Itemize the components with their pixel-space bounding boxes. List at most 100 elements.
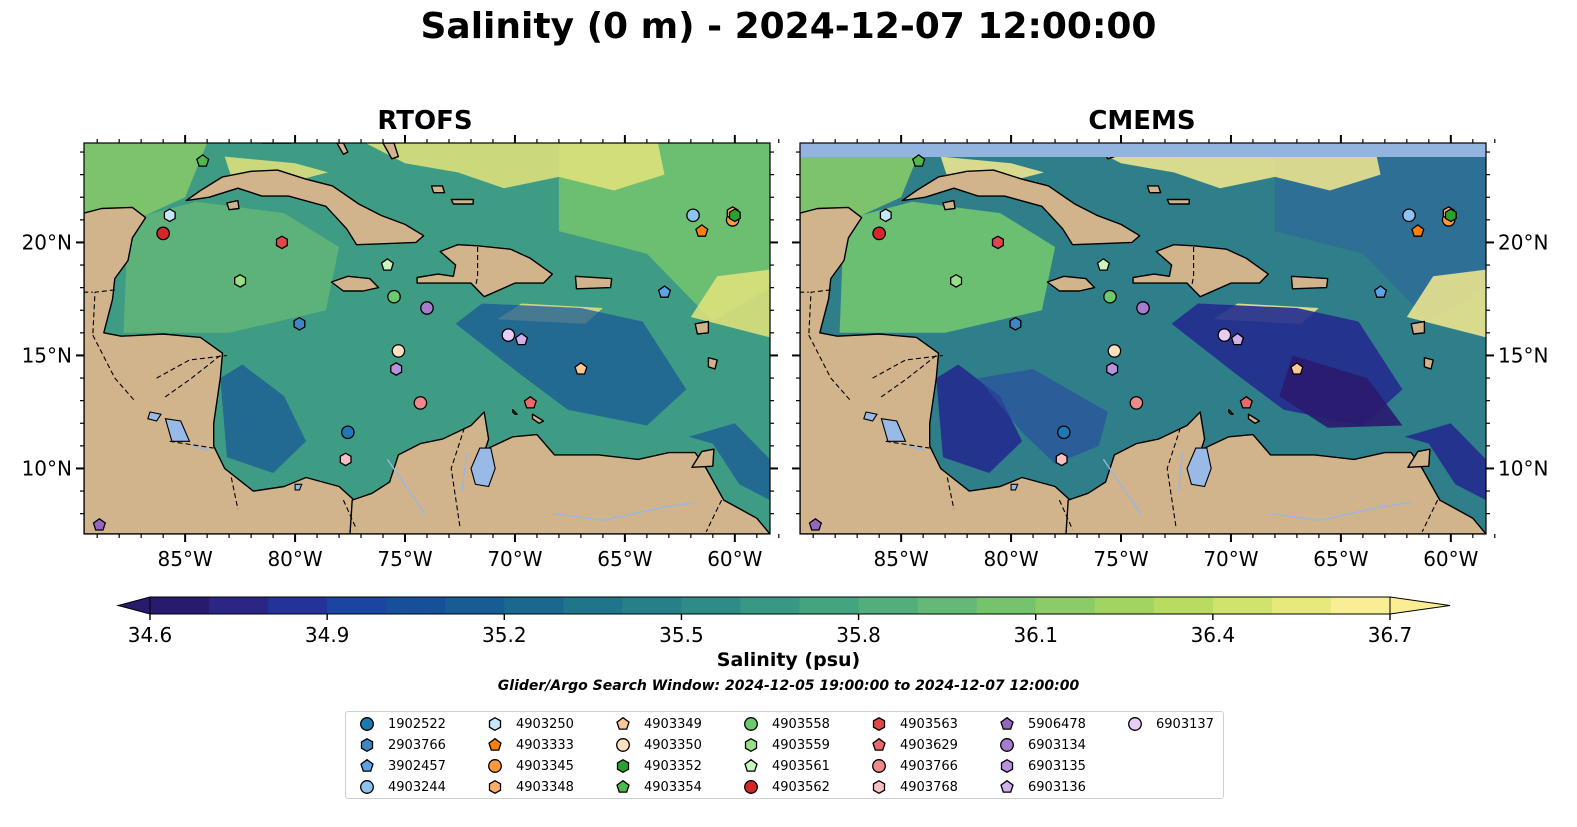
platform-marker-4903250[interactable] (879, 208, 892, 223)
platform-marker-4903768[interactable] (339, 452, 352, 467)
legend-marker-hexagon-icon (488, 779, 502, 795)
platform-legend: 1902522 2903766 3902457 4903244 4903250 49033… (345, 711, 1224, 799)
platform-marker-6903137[interactable] (1217, 328, 1232, 342)
platform-marker-1902522[interactable] (340, 425, 355, 440)
lake-gatun (1010, 483, 1019, 491)
land-jamaica (1046, 275, 1096, 292)
legend-label: 4903333 (516, 737, 574, 753)
legend-label: 4903350 (644, 737, 702, 753)
platform-marker-4903558[interactable] (1103, 289, 1117, 304)
land-guadeloupe (1410, 320, 1426, 335)
platform-marker-4903354[interactable] (912, 154, 926, 167)
platform-marker-4903244[interactable] (1402, 208, 1416, 223)
colorbar-segment (917, 597, 978, 614)
land-aruba (1228, 409, 1234, 415)
platform-marker-4903629[interactable] (1239, 395, 1253, 409)
platform-marker-4903333[interactable] (695, 224, 709, 237)
platform-marker-4903768[interactable] (1055, 452, 1068, 467)
legend-label: 4903559 (772, 737, 830, 753)
lon-label: 75°W (377, 547, 432, 571)
platform-marker-1902522[interactable] (1056, 425, 1071, 440)
legend-label: 4903348 (516, 779, 574, 795)
legend-label: 1902522 (388, 716, 446, 732)
legend-item-4903559: 4903559 (742, 735, 830, 755)
platform-marker-4903349[interactable] (1290, 361, 1304, 375)
platform-marker-4903766[interactable] (1129, 396, 1144, 410)
gulf-of-mexico-field (84, 143, 208, 216)
land-florida (977, 143, 1008, 144)
colorbar-segment (268, 597, 328, 614)
platform-marker-6903135[interactable] (1106, 362, 1119, 376)
river (1102, 459, 1142, 515)
legend-label: 6903136 (1028, 779, 1086, 795)
colorbar-tick-label: 35.2 (482, 623, 527, 647)
legend-label: 6903134 (1028, 737, 1086, 753)
platform-marker-2903766[interactable] (293, 316, 306, 331)
land-isla (942, 199, 956, 211)
platform-marker-6903134[interactable] (420, 301, 434, 315)
country-border (808, 289, 831, 336)
country-border (1421, 499, 1439, 532)
colorbar-segment (799, 597, 860, 614)
platform-marker-5906478[interactable] (808, 518, 823, 531)
platform-marker-4903349[interactable] (574, 361, 588, 375)
land-hispaniola (1132, 243, 1270, 298)
nw-caribbean-field (123, 201, 340, 333)
platform-marker-4903561[interactable] (380, 257, 395, 271)
platform-marker-2903766[interactable] (1009, 316, 1022, 331)
land-curacao (1247, 413, 1261, 424)
platform-marker-6903135[interactable] (390, 362, 403, 376)
land-puertorico (1290, 275, 1329, 290)
platform-marker-4903350[interactable] (391, 344, 406, 358)
nw-caribbean-field (839, 201, 1056, 333)
platform-marker-4903558[interactable] (387, 289, 401, 304)
country-border (162, 355, 221, 399)
legend-marker-circle-icon (872, 759, 886, 773)
platform-marker-6903134[interactable] (1136, 301, 1150, 315)
legend-label: 4903354 (644, 779, 702, 795)
colorbar-segment (563, 597, 623, 614)
platform-marker-4903561[interactable] (1096, 257, 1111, 271)
platform-marker-4903563[interactable] (275, 235, 288, 250)
platform-marker-3902457[interactable] (657, 285, 672, 298)
platform-marker-3902457[interactable] (1373, 285, 1388, 298)
platform-marker-4903563[interactable] (991, 235, 1004, 250)
platform-marker-4903350[interactable] (1107, 344, 1122, 358)
land-martinique (1423, 357, 1434, 370)
platform-marker-4903354[interactable] (196, 154, 210, 167)
platform-marker-4903333[interactable] (1411, 224, 1425, 237)
colorbar-segment (386, 597, 446, 614)
platform-marker-4903244[interactable] (686, 208, 700, 223)
platform-marker-4903559[interactable] (950, 273, 963, 288)
land-curacao (531, 413, 545, 424)
country-border (878, 355, 937, 399)
low-salinity-core (1279, 355, 1403, 428)
colorbar-label: Salinity (psu) (716, 649, 861, 671)
platform-marker-5906478[interactable] (92, 518, 107, 531)
legend-item-4903354: 4903354 (614, 777, 702, 797)
legend-label: 6903135 (1028, 758, 1086, 774)
platform-marker-4903766[interactable] (413, 396, 428, 410)
platform-marker-4903629[interactable] (523, 395, 537, 409)
platform-marker-4903559[interactable] (234, 273, 247, 288)
platform-marker-4903352[interactable] (1444, 208, 1457, 223)
legend-marker-hexagon-icon (488, 716, 502, 732)
colorbar-tick-label: 36.7 (1368, 623, 1413, 647)
lake-nicaragua (164, 418, 191, 442)
land-bahamas3 (1166, 198, 1190, 205)
land-bahamas3 (450, 198, 474, 205)
platform-marker-4903562[interactable] (872, 226, 887, 241)
legend-item-4903563: 4903563 (870, 714, 958, 734)
legend-marker-pentagon-icon (616, 716, 630, 730)
colorbar-tick-label: 35.5 (659, 623, 704, 647)
platform-marker-4903250[interactable] (163, 208, 176, 223)
platform-marker-6903137[interactable] (501, 328, 516, 342)
colorbar-segment (504, 597, 564, 614)
platform-marker-6903136[interactable] (514, 332, 529, 346)
colorbar-segment (681, 597, 742, 614)
platform-marker-4903352[interactable] (728, 208, 741, 223)
platform-marker-4903562[interactable] (156, 226, 171, 241)
legend-item-6903137: 6903137 (1126, 714, 1214, 734)
platform-marker-6903136[interactable] (1230, 332, 1245, 346)
